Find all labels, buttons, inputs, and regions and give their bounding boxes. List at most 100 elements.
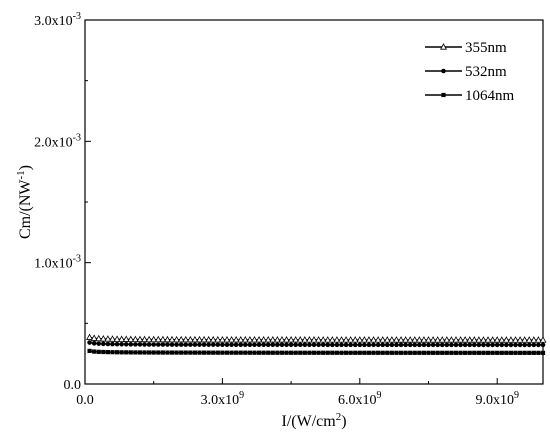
data-point: [133, 350, 138, 355]
data-point: [476, 342, 482, 348]
data-point: [376, 350, 381, 355]
data-point: [243, 342, 248, 348]
data-point: [284, 342, 289, 348]
data-point: [540, 350, 546, 355]
data-point: [110, 341, 115, 347]
data-point: [412, 350, 417, 355]
data-point: [435, 350, 440, 355]
data-point: [261, 342, 266, 348]
data-point: [490, 342, 495, 348]
legend-marker: [441, 92, 446, 98]
data-point: [156, 350, 161, 355]
data-point: [92, 349, 97, 354]
data-point: [238, 342, 244, 348]
data-point: [292, 336, 300, 343]
data-point: [522, 350, 527, 355]
data-point: [191, 335, 199, 343]
data-point: [499, 350, 504, 355]
data-point: [504, 350, 509, 355]
series-532nm: [87, 340, 546, 348]
data-point: [415, 336, 423, 343]
data-point: [540, 342, 546, 348]
data-point: [118, 335, 126, 342]
data-point: [256, 350, 262, 355]
data-point: [388, 336, 396, 343]
data-point: [147, 350, 152, 355]
data-point: [325, 350, 330, 355]
data-point: [412, 342, 418, 348]
data-point: [343, 350, 349, 355]
data-point: [146, 342, 152, 347]
data-point: [119, 350, 124, 355]
data-point: [243, 350, 248, 355]
data-point: [490, 350, 495, 355]
data-point: [283, 336, 290, 343]
data-point: [128, 350, 133, 355]
legend-marker: [440, 43, 447, 50]
data-point: [512, 336, 519, 343]
data-point: [183, 350, 188, 355]
data-point: [461, 336, 469, 343]
data-point: [311, 342, 317, 348]
data-point: [320, 342, 326, 348]
data-point: [426, 350, 431, 355]
data-point: [472, 350, 477, 355]
data-point: [397, 336, 405, 343]
data-point: [406, 336, 414, 343]
data-point: [467, 342, 473, 348]
data-point: [154, 335, 162, 343]
data-point: [210, 342, 216, 347]
data-point: [183, 342, 189, 347]
data-point: [440, 350, 445, 355]
data-point: [273, 336, 281, 343]
data-point: [215, 350, 220, 355]
data-point: [504, 342, 509, 348]
data-point: [168, 335, 176, 343]
data-point: [403, 350, 408, 355]
data-point: [430, 350, 436, 355]
data-point: [371, 350, 376, 355]
data-point: [113, 335, 121, 342]
data-point: [429, 336, 437, 343]
data-point: [278, 336, 286, 343]
data-point: [333, 336, 341, 343]
data-point: [275, 350, 280, 355]
legend-label: 532nm: [465, 64, 507, 80]
y-tick-label: 0.0: [64, 378, 82, 393]
data-point: [371, 342, 376, 348]
data-point: [466, 336, 474, 343]
data-point: [325, 342, 331, 348]
data-point: [324, 336, 332, 343]
data-point: [513, 350, 518, 355]
x-tick-label: 0.0: [76, 393, 94, 408]
data-point: [201, 342, 207, 347]
data-point: [425, 336, 432, 343]
data-point: [366, 342, 372, 348]
data-point: [87, 348, 92, 354]
data-point: [411, 336, 419, 343]
data-point: [394, 350, 399, 355]
data-point: [310, 336, 318, 343]
data-point: [479, 336, 487, 343]
data-point: [266, 350, 271, 355]
data-point: [229, 350, 234, 355]
data-point: [95, 334, 103, 342]
data-point: [131, 335, 139, 343]
data-point: [339, 350, 344, 355]
data-point: [197, 342, 202, 347]
data-point: [163, 335, 171, 343]
data-point: [444, 350, 449, 355]
data-point: [403, 342, 408, 348]
data-point: [205, 335, 213, 343]
data-point: [408, 350, 413, 355]
data-point: [470, 336, 478, 343]
data-point: [293, 342, 298, 348]
data-point: [389, 350, 394, 355]
data-point: [375, 342, 381, 348]
data-point: [516, 336, 524, 343]
data-point: [394, 342, 399, 348]
data-point: [518, 350, 523, 355]
y-tick-label: 1.0x10-3: [34, 254, 81, 272]
data-point: [521, 336, 529, 343]
data-point: [362, 342, 367, 348]
